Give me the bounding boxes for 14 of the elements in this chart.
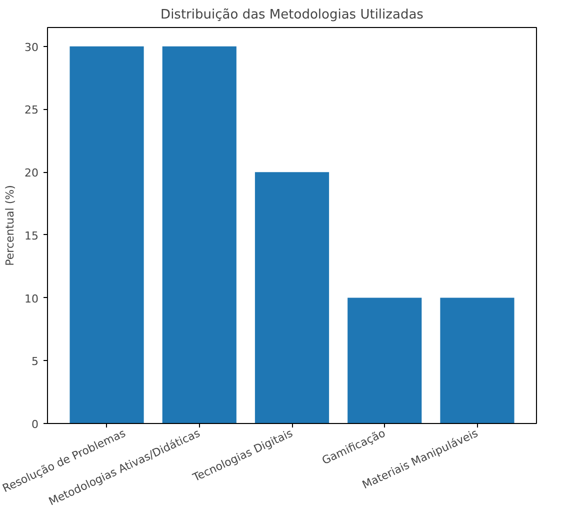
bar — [440, 298, 514, 424]
bar — [162, 46, 236, 424]
y-tick-label: 10 — [24, 292, 39, 306]
y-tick-label: 0 — [32, 418, 38, 431]
y-tick-label: 15 — [24, 229, 39, 242]
y-tick-label: 5 — [32, 355, 38, 368]
y-tick-label: 25 — [24, 104, 39, 117]
y-tick-label: 20 — [24, 166, 39, 180]
bar — [70, 46, 144, 424]
chart-title: Distribuição das Metodologias Utilizadas — [160, 8, 424, 22]
bar — [254, 172, 330, 424]
y-tick-label: 30 — [24, 40, 39, 54]
y-axis-title: Percentual (%) — [4, 185, 17, 266]
bar — [348, 298, 422, 424]
